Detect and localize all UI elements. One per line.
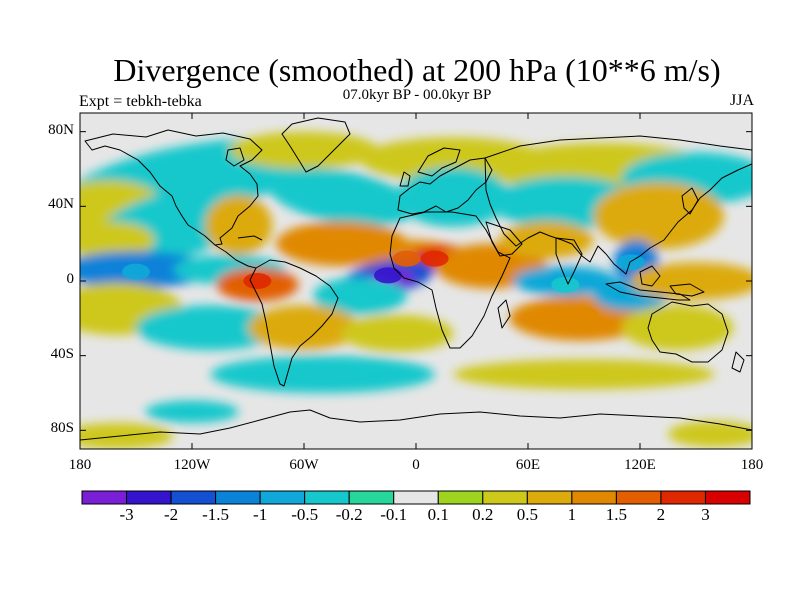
coast-india bbox=[555, 237, 583, 285]
lat-label: 40S bbox=[50, 345, 74, 362]
field-blob bbox=[248, 305, 360, 351]
colorbar-swatch bbox=[660, 490, 706, 505]
colorbar-label: 1 bbox=[567, 505, 577, 524]
lat-label: 80N bbox=[48, 121, 74, 138]
feature-marker bbox=[243, 273, 272, 289]
feature-marker bbox=[420, 250, 449, 267]
lon-label: 120W bbox=[173, 457, 211, 473]
coast-asia bbox=[484, 135, 752, 275]
field-blob bbox=[210, 355, 435, 394]
axis-ticks bbox=[79, 113, 753, 449]
colorbar-swatch bbox=[526, 490, 573, 505]
colorbar-swatch bbox=[81, 490, 128, 505]
coast-new-guinea bbox=[669, 283, 705, 297]
lon-label: 180 bbox=[740, 457, 764, 473]
field-blob bbox=[500, 221, 594, 259]
coast-central-america bbox=[214, 244, 257, 269]
field-blob bbox=[630, 262, 752, 300]
field-blob bbox=[621, 305, 734, 351]
feature-marker bbox=[570, 306, 598, 323]
coast-africa bbox=[389, 211, 511, 349]
colorbar-label: -1.5 bbox=[202, 505, 230, 524]
colorbar-label: 2 bbox=[656, 505, 666, 524]
coast-madagascar bbox=[497, 299, 511, 329]
colorbar-label: -0.1 bbox=[380, 505, 408, 524]
field-blob bbox=[668, 421, 752, 448]
coast-hudson-bay bbox=[225, 147, 245, 167]
coast-cuba bbox=[237, 235, 263, 241]
field-blob bbox=[267, 168, 416, 226]
colorbar-label: -1 bbox=[253, 505, 268, 524]
field-blob bbox=[80, 221, 155, 259]
colorbar-label: -0.5 bbox=[291, 505, 319, 524]
colorbar-swatch bbox=[170, 490, 217, 505]
lon-label: 180 bbox=[68, 457, 92, 473]
experiment-label: Expt = tebkh-tebka bbox=[79, 93, 202, 110]
plot-title: Divergence (smoothed) at 200 hPa (10**6 … bbox=[113, 52, 721, 88]
colorbar-swatch bbox=[437, 490, 484, 505]
lon-label: 120E bbox=[624, 457, 656, 473]
feature-marker bbox=[616, 254, 645, 271]
coast-indonesia bbox=[605, 281, 691, 301]
lat-label: 80S bbox=[50, 420, 74, 437]
coast-arabia bbox=[485, 221, 523, 257]
feature-marker bbox=[392, 250, 421, 267]
feature-marker bbox=[551, 276, 580, 293]
colorbar-swatch bbox=[126, 490, 172, 505]
lat-label: 0 bbox=[66, 271, 75, 287]
field-blob bbox=[313, 277, 407, 315]
lat-label: 40N bbox=[48, 196, 74, 213]
coast-uk bbox=[399, 171, 411, 187]
colorbar-label: -2 bbox=[163, 505, 179, 524]
plot-subtitle: 07.0kyr BP - 00.0kyr BP bbox=[342, 87, 492, 103]
field-blob bbox=[205, 195, 273, 255]
colorbar-swatch bbox=[393, 490, 439, 505]
lon-label: 60W bbox=[289, 457, 319, 473]
field-blob bbox=[80, 422, 174, 449]
coast-australia bbox=[647, 301, 729, 363]
colorbar-swatch bbox=[215, 490, 261, 505]
colorbar-swatch bbox=[704, 490, 751, 505]
coast-borneo bbox=[639, 265, 661, 287]
colorbar-swatch bbox=[304, 490, 350, 505]
coast-north-america bbox=[84, 129, 263, 246]
colorbar-swatch bbox=[615, 490, 662, 505]
colorbar-label: 3 bbox=[701, 505, 710, 524]
colorbar-label: 0.2 bbox=[472, 505, 494, 524]
coast-new-zealand bbox=[731, 351, 745, 373]
colorbar-swatch bbox=[348, 490, 395, 505]
field-blob bbox=[145, 400, 239, 423]
colorbar-swatch bbox=[259, 490, 306, 505]
coast-south-america bbox=[249, 259, 339, 387]
field-blob bbox=[453, 359, 715, 390]
coast-scandinavia bbox=[417, 147, 461, 177]
colorbar-label: -3 bbox=[119, 505, 134, 524]
coast-greenland bbox=[281, 117, 351, 173]
colorbar bbox=[81, 490, 751, 505]
feature-marker bbox=[122, 263, 150, 280]
field-blob bbox=[341, 314, 454, 352]
colorbar-label: 0.1 bbox=[427, 505, 449, 524]
feature-marker bbox=[374, 267, 402, 284]
coast-antarctica bbox=[80, 409, 752, 441]
colorbar-label: 0.5 bbox=[516, 505, 538, 524]
colorbar-swatch bbox=[571, 490, 617, 505]
field-blob bbox=[229, 131, 379, 169]
coast-japan bbox=[681, 187, 699, 215]
colorbar-label: -0.2 bbox=[335, 505, 363, 524]
field-blob bbox=[136, 305, 286, 351]
field-blob bbox=[593, 182, 725, 250]
lon-label: 60E bbox=[515, 457, 541, 473]
colorbar-label: 1.5 bbox=[605, 505, 628, 524]
coast-europe bbox=[397, 157, 493, 215]
lon-label: 0 bbox=[412, 457, 420, 473]
colorbar-swatch bbox=[482, 490, 528, 505]
season-label: JJA bbox=[729, 92, 754, 109]
